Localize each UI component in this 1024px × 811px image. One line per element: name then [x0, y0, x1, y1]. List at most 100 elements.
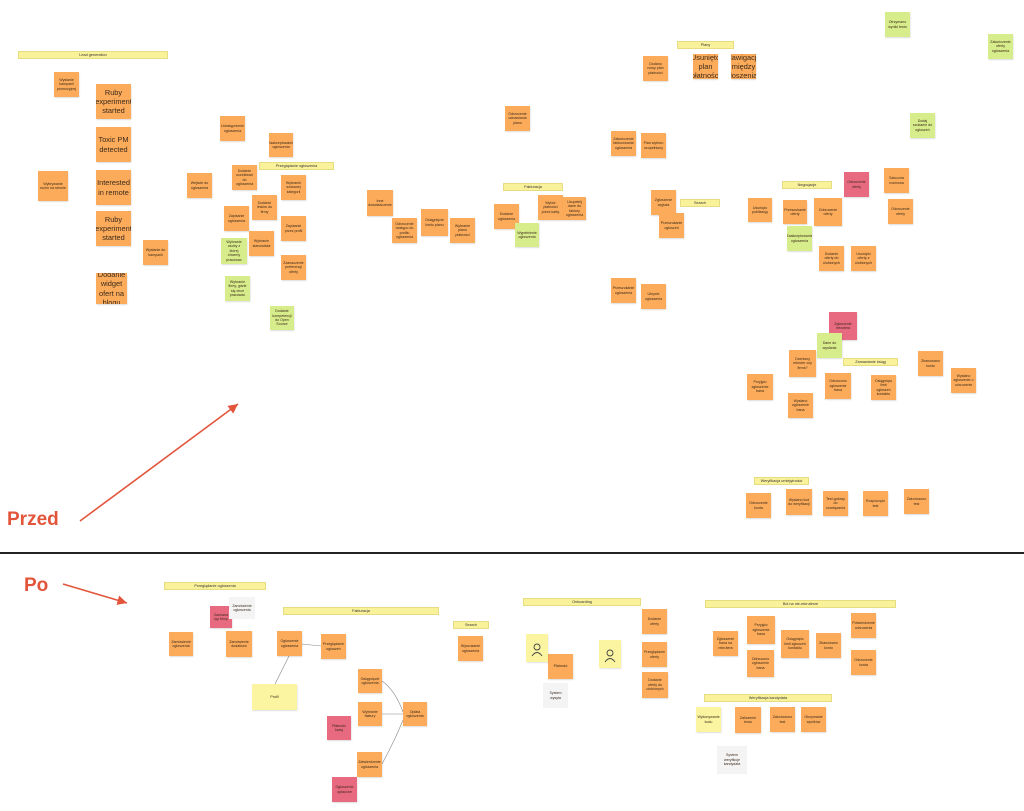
sticky-note[interactable]: Dodaj szukanie do ogłoszeń	[910, 113, 935, 138]
sticky-note[interactable]: Wypełnienie ogłoszenia	[515, 223, 539, 247]
sticky-note[interactable]: Płatność	[548, 654, 573, 679]
sticky-note[interactable]: Zakończono test	[904, 489, 929, 514]
sticky-note[interactable]: Otrzymano wyniki testu	[885, 12, 910, 37]
sticky-note[interactable]: Plan wyboru uzupełniony	[641, 133, 666, 158]
sticky-note[interactable]: Wybranie faktury	[358, 702, 382, 726]
sticky-note[interactable]: Zamówienie ogłoszenia	[229, 597, 255, 619]
sticky-note[interactable]: Zamówienie dodatków	[226, 631, 252, 657]
sticky-note[interactable]: Usunięto ofertę z ulubionych	[851, 246, 876, 271]
connector-line	[301, 643, 322, 647]
sticky-note[interactable]: Osiągnięto limit zgłoszeń kontaktu	[781, 630, 809, 658]
sticky-note[interactable]: Wybranie firmy, gdzie się chce pracować	[225, 276, 250, 301]
sticky-note[interactable]: Potwierdzenie odrzucenia	[851, 613, 876, 638]
sticky-note[interactable]: Dodanie oferty	[642, 609, 667, 634]
sticky-note[interactable]: Odrzucenie odnawiania planu	[505, 106, 530, 131]
sticky-note[interactable]: Odrzucono zgłoszenie bana	[747, 650, 774, 677]
sticky-note[interactable]: Wysłano zgłoszenie o odrzucenie	[951, 368, 976, 393]
sticky-note[interactable]: Zaakceptowanie ogłoszenia	[787, 226, 812, 251]
sticky-note[interactable]: Ogłoszenie opłacone	[332, 777, 357, 802]
sticky-note[interactable]: Przeszukanie ogłoszenia	[611, 278, 636, 303]
sticky-note[interactable]: Dane do wysłania	[817, 333, 842, 358]
sticky-note[interactable]: Zamiana typ firmy	[210, 606, 232, 628]
sticky-note[interactable]: Rozpoczęto test	[863, 491, 888, 516]
sticky-note[interactable]: Zbanowano konto	[816, 633, 841, 658]
sticky-note[interactable]: Odrzucono zgłoszenie bana	[825, 373, 851, 399]
sticky-note[interactable]: Dodanie oferty do ulubionych	[819, 246, 844, 271]
sticky-note[interactable]: Przeglądanie ogłoszeń	[321, 634, 346, 659]
sticky-note[interactable]: Test gotowy do rozwiązania	[823, 491, 848, 516]
sticky-note[interactable]: Dodanie oferty do ulubionych	[642, 672, 668, 698]
sticky-note[interactable]: Dodanie oczekiwań do ogłoszenia	[232, 165, 257, 190]
sticky-note[interactable]: System weryfikuje kandydata	[717, 746, 747, 774]
sticky-note[interactable]: Wysłano zgłoszenie bana	[788, 393, 813, 418]
sticky-note[interactable]: Ogłoszenie ogłoszenia	[277, 631, 302, 656]
sticky-note[interactable]: Inne doświadczenie	[367, 190, 393, 216]
sticky-note[interactable]: Osiągnięcie ogłoszenia	[358, 669, 382, 693]
arrow-before	[79, 403, 239, 522]
sticky-note[interactable]: Zapisanie przez profil	[281, 216, 306, 241]
sticky-note[interactable]: Odrzucenie konta	[851, 650, 876, 675]
sticky-note[interactable]: Zaakceptowanie ogłoszenia	[269, 133, 293, 157]
sticky-note[interactable]: Dodanie widget ofert na blogu	[96, 273, 127, 304]
sticky-note[interactable]: Przeszukanie oferty	[783, 200, 807, 224]
sticky-note[interactable]: Przeszukanie ogłoszeń	[659, 213, 684, 238]
sticky-note[interactable]: Przyjęto zgłoszenie bana	[747, 374, 773, 400]
sticky-note[interactable]: Zaznaczenie preferencji oferty	[281, 255, 306, 280]
sticky-note[interactable]: Zakończenie oferty ogłoszenia	[988, 34, 1013, 59]
sticky-note[interactable]: Uzupełnij dane do faktury ogłoszenia	[563, 197, 586, 220]
sticky-note[interactable]: Toxic PM detected	[96, 127, 131, 162]
sticky-note[interactable]: Otrzymanie wyników	[801, 707, 826, 732]
sticky-note[interactable]: Odrzucenie oferty	[814, 198, 842, 226]
sticky-note[interactable]: Wysłano kod do weryfikacji	[786, 489, 812, 515]
sticky-note[interactable]: Oceniony rekruter czy firma?	[789, 350, 816, 377]
person-card[interactable]	[599, 640, 621, 668]
sticky-note[interactable]: Wybranie stanowiska	[249, 231, 274, 256]
sticky-note[interactable]: System wysyła	[543, 683, 568, 708]
sticky-note[interactable]: Dodanie linków do firmy	[252, 195, 277, 220]
sticky-note[interactable]: Wybranie planu płatności	[450, 218, 475, 243]
sticky-note[interactable]: Zaliczenie testu	[735, 707, 761, 733]
sticky-note[interactable]: Zapisanie ogłoszenia	[224, 206, 249, 231]
sticky-note[interactable]: Wejście do ogłoszenia	[187, 173, 212, 198]
sticky-note[interactable]: Zatwierdzenie ogłoszenia	[357, 752, 382, 777]
sticky-note[interactable]: Ruby experiment started	[96, 84, 131, 119]
sticky-note[interactable]: Usunięto publikację	[748, 198, 772, 222]
sticky-note[interactable]: Opłata ogłoszenia	[403, 702, 427, 726]
sticky-note[interactable]: Zgłoszenie wyjścia	[651, 190, 676, 215]
sticky-note[interactable]: Zgłoszenie bana na rekrutera	[713, 631, 738, 656]
sticky-note[interactable]: Wybranie szukanej kategorii	[281, 175, 306, 200]
sticky-note[interactable]: Zakończono test	[770, 707, 795, 732]
sticky-note[interactable]: Przyjęto zgłoszenie bana	[747, 616, 775, 644]
sticky-note[interactable]: Wykonywanie kodu	[696, 707, 721, 732]
sticky-note[interactable]: Zbanowano konto	[918, 351, 943, 376]
sticky-note[interactable]: Dodanie kompetencji do Open Source	[270, 306, 294, 330]
sticky-note[interactable]: Odrzucenie konta	[746, 493, 771, 518]
sticky-note[interactable]: Ruby experiment started	[96, 211, 131, 246]
sticky-note[interactable]: Wysłanie do kampanii	[143, 240, 168, 265]
sticky-note[interactable]: Nawigacja między ogłoszeniami	[731, 54, 756, 79]
sticky-note[interactable]: Wybór płatności przez kartę	[538, 195, 563, 220]
sticky-note[interactable]: Sztuczna rozmowa	[884, 168, 909, 193]
sticky-note[interactable]: Wyszukanie ogłoszenia	[458, 636, 483, 661]
person-card[interactable]	[526, 634, 548, 662]
sticky-note[interactable]: Osiągnięto limit zgłoszeń kontaktu	[871, 375, 896, 400]
sticky-note[interactable]: Przeglądanie oferty	[642, 642, 667, 667]
group-header: Onboarding	[523, 598, 641, 606]
sticky-note[interactable]: Udostępnienie ogłoszenia	[220, 116, 245, 141]
sticky-note[interactable]: Wysłanie kampanii promocyjnej	[54, 72, 79, 97]
sticky-note[interactable]: Odrzucenie oferty	[888, 199, 913, 224]
sticky-note[interactable]: Płatność kartą	[327, 716, 351, 740]
sticky-note[interactable]: Dodano nowy plan płatności	[643, 56, 668, 81]
sticky-note[interactable]: Zamówienie ogłoszenia	[169, 632, 193, 656]
sticky-note[interactable]: Odrzucenie dostępu do profilu ogłoszenia	[392, 218, 417, 243]
sticky-note[interactable]: Osiągnięcie limitu planu	[421, 209, 448, 236]
sticky-note[interactable]: Odrzucenie oferty	[844, 172, 869, 197]
sticky-note[interactable]: Profil	[252, 684, 297, 710]
sticky-note[interactable]: Wykrywanie ruchu na stronie	[38, 171, 68, 201]
sticky-note[interactable]: Usunięto plan płatności	[693, 54, 718, 79]
sticky-note[interactable]: Interested in remote	[96, 170, 131, 205]
sticky-note[interactable]: Zakończenie fakturowania ogłoszenia	[611, 131, 636, 156]
sticky-note[interactable]: Wybranie osoby z której chcemy pracować	[221, 238, 247, 264]
sticky-note[interactable]: Ukrycie ogłoszenia	[641, 284, 666, 309]
sticky-note[interactable]: Dodanie ogłoszenia	[494, 204, 519, 229]
